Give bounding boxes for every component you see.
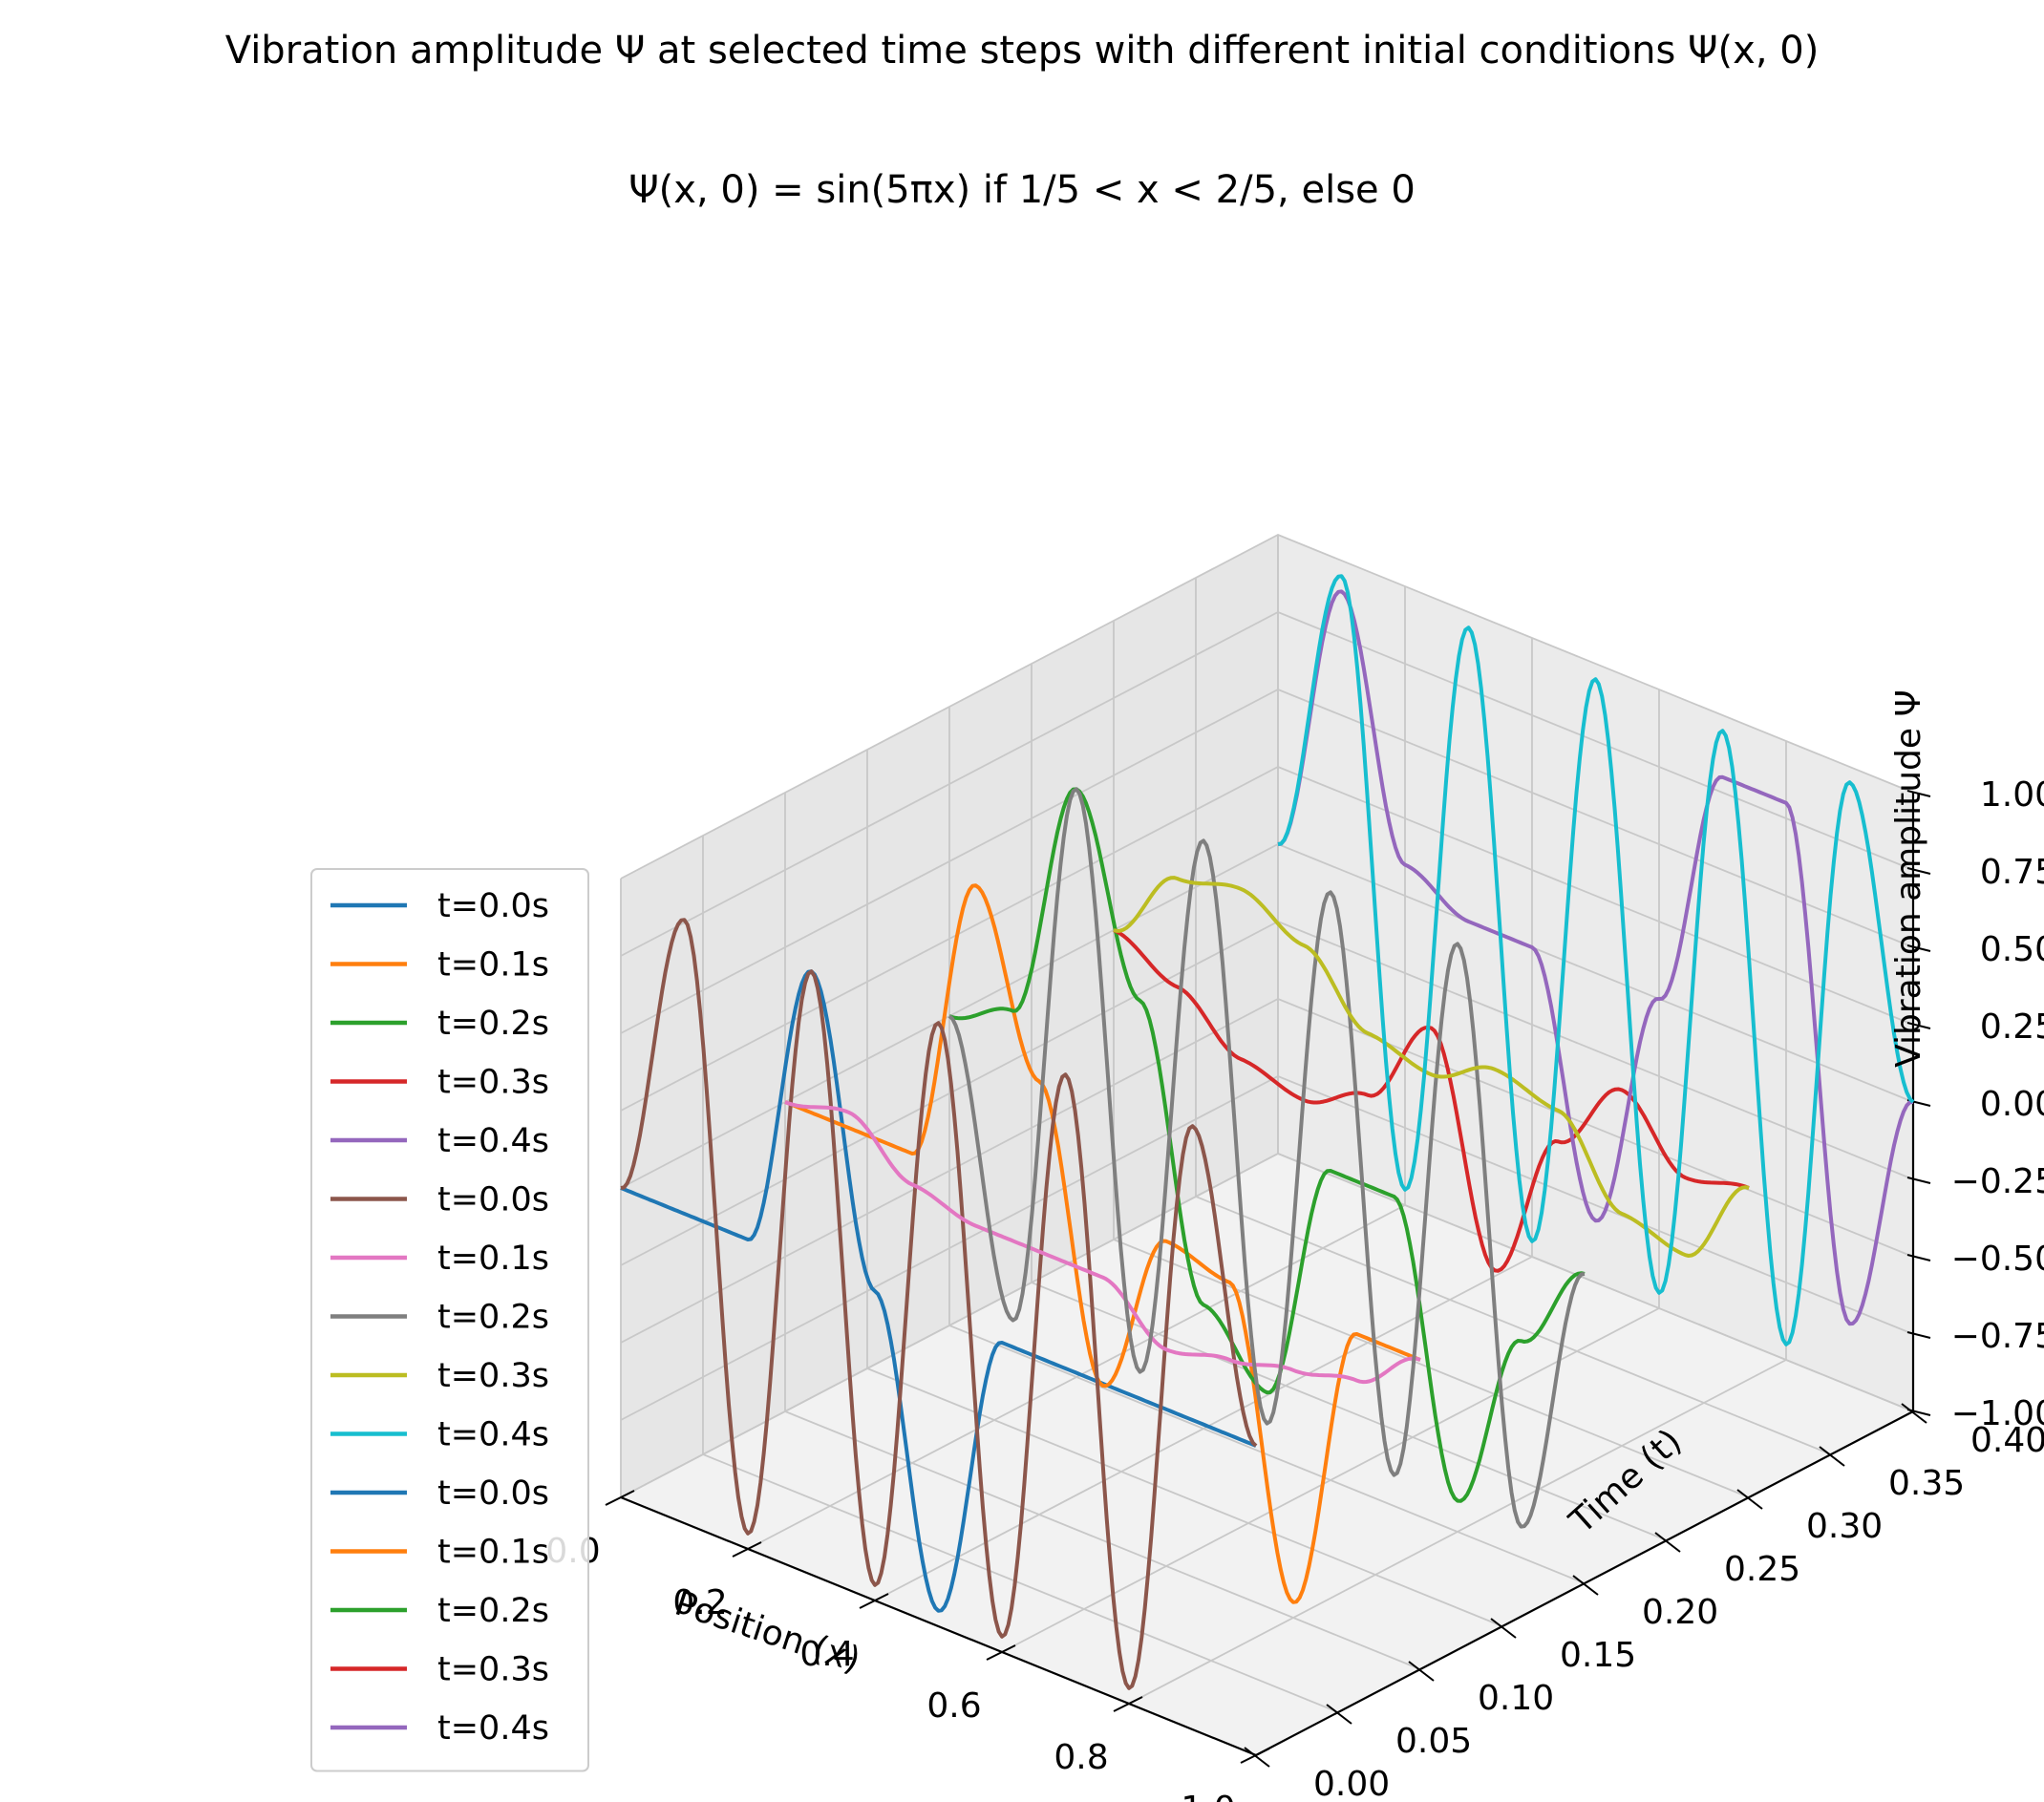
z-tick: [1906, 867, 1931, 875]
legend-label: t=0.3s: [437, 1651, 549, 1689]
legend-label: t=0.2s: [437, 1592, 549, 1630]
legend-box: [310, 868, 589, 1772]
t-tick-label: 0.25: [1724, 1550, 1800, 1589]
legend: t=0.0s t=0.1s t=0.2s t=0.3s t=0.4s t=0.0s t=0.…: [310, 868, 589, 1772]
series-line: [620, 969, 1257, 1613]
t-tick-label: 0.05: [1395, 1722, 1472, 1761]
z-tick-label: −0.25: [1951, 1162, 2044, 1201]
series-line: [1277, 589, 1914, 1326]
series-line: [620, 918, 1258, 1690]
z-tick: [1906, 1254, 1931, 1261]
legend-label: t=0.0s: [437, 887, 549, 925]
z-tick: [1906, 1022, 1931, 1029]
x-tick: [1113, 1696, 1143, 1712]
t-tick: [1244, 1747, 1270, 1768]
t-tick: [1326, 1704, 1352, 1725]
legend-label: t=0.4s: [437, 1122, 549, 1160]
x-tick-label: 0.2: [672, 1583, 727, 1622]
z-tick-label: 0.25: [1980, 1007, 2044, 1047]
chart-subtitle: Ψ(x, 0) = sin(5πx) if 1/5 < x < 2/5, els…: [628, 168, 1416, 212]
series-line: [784, 883, 1421, 1604]
legend-label: t=0.1s: [437, 1240, 549, 1278]
x-tick: [605, 1490, 635, 1506]
x-axis-line: [620, 1495, 1257, 1757]
z-tick-label: 0.75: [1980, 853, 2044, 892]
z-tick-label: 0.50: [1980, 930, 2044, 969]
grid-line-z: [620, 611, 1914, 957]
legend-label: t=0.4s: [437, 1416, 549, 1454]
z-tick: [1906, 790, 1931, 797]
t-tick-label: 0.40: [1970, 1421, 2044, 1460]
series-line: [1113, 876, 1750, 1258]
z-tick: [1906, 944, 1931, 952]
legend-label: t=0.1s: [437, 1534, 549, 1572]
x-tick: [986, 1644, 1016, 1661]
series-line: [1277, 574, 1915, 1346]
x-axis-label: Position (x): [671, 1584, 865, 1681]
legend-label: t=0.4s: [437, 1709, 549, 1748]
series-lines: [620, 574, 1915, 1690]
t-tick-label: 0.30: [1806, 1507, 1883, 1546]
z-tick-label: −0.75: [1951, 1317, 2044, 1356]
t-tick: [1490, 1618, 1517, 1639]
t-tick-label: 0.20: [1642, 1593, 1718, 1632]
x-tick: [732, 1541, 762, 1558]
legend-label: t=0.3s: [437, 1357, 549, 1395]
t-tick: [1736, 1489, 1763, 1510]
series-line: [948, 787, 1586, 1503]
t-tick-label: 0.15: [1560, 1636, 1636, 1675]
z-tick-label: −0.50: [1951, 1240, 2044, 1279]
legend-label: t=0.2s: [437, 1005, 549, 1043]
x-tick-label: 0.6: [926, 1686, 981, 1726]
legend-label: t=0.2s: [437, 1299, 549, 1337]
x-tick-label: 1.0: [1181, 1790, 1235, 1802]
t-tick: [1408, 1661, 1435, 1682]
t-tick: [1654, 1532, 1681, 1553]
chart-title: Vibration amplitude Ψ at selected time s…: [225, 29, 1820, 73]
z-tick: [1906, 1409, 1931, 1416]
z-tick-label: 0.00: [1980, 1085, 2044, 1124]
axes-panes: [621, 535, 1913, 1755]
legend-label: t=0.3s: [437, 1064, 549, 1102]
t-tick: [1819, 1446, 1845, 1467]
grid-lines: [620, 534, 1914, 1756]
t-tick: [1572, 1575, 1599, 1596]
legend-label: t=0.0s: [437, 1181, 549, 1219]
x-tick-label: 0.4: [799, 1635, 854, 1674]
series-line: [1113, 928, 1750, 1273]
tick-labels: 0.00.20.40.60.81.00.000.050.100.150.200.…: [545, 775, 2044, 1802]
x-tick-label: 0.8: [1054, 1738, 1108, 1777]
z-tick: [1906, 1331, 1931, 1339]
grid-line-z: [620, 1153, 1914, 1498]
series-line: [947, 787, 1586, 1529]
t-tick: [1901, 1403, 1927, 1424]
t-tick-label: 0.00: [1313, 1765, 1390, 1802]
grid-line-z: [620, 534, 1914, 880]
z-tick-label: 1.00: [1980, 775, 2044, 815]
grid-line-z: [620, 766, 1914, 1112]
t-tick-label: 0.35: [1888, 1464, 1965, 1503]
legend-label: t=0.0s: [437, 1474, 549, 1513]
z-axis-label: Vibration amplitude Ψ: [1889, 689, 1928, 1068]
series-line: [784, 1100, 1421, 1385]
t-tick-label: 0.10: [1478, 1679, 1554, 1718]
z-tick: [1906, 1177, 1931, 1184]
z-tick-label: −1.00: [1951, 1394, 2044, 1433]
legend-label: t=0.1s: [437, 946, 549, 985]
x-tick: [859, 1593, 889, 1609]
